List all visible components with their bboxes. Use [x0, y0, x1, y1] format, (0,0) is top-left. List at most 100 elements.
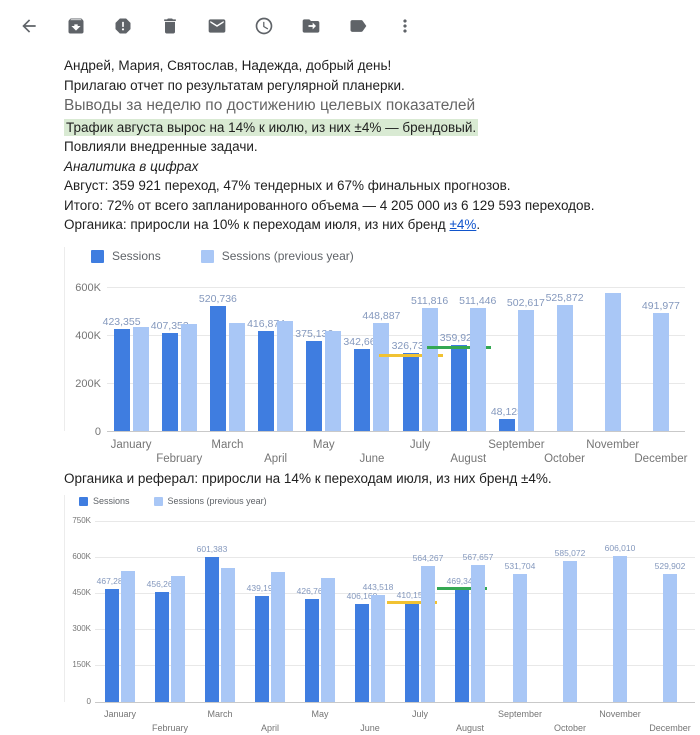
gridline: [107, 382, 685, 384]
bar-label: 456,261: [146, 578, 178, 589]
y-axis-tick: 750K: [72, 516, 91, 526]
bar-february: [155, 591, 169, 702]
move-to-icon: [302, 19, 320, 33]
gridline: [95, 521, 695, 523]
organic-referral-chart: Sessions Sessions (previous year) 750K 600…: [64, 494, 695, 733]
chart-legend: Sessions Sessions (previous year): [91, 247, 666, 267]
x-axis-label: August: [455, 722, 485, 733]
legend-swatch-icon: [91, 250, 104, 264]
snooze-icon: [255, 17, 273, 35]
bar-april: [258, 330, 275, 431]
legend-swatch-icon: [79, 496, 88, 506]
brand-percent-link[interactable]: ±4%: [449, 217, 477, 233]
bar-label: 567,657: [462, 552, 494, 562]
email-toolbar: [0, 0, 700, 52]
bar-label: 416,874: [247, 317, 286, 330]
x-axis-label: January: [103, 708, 137, 719]
legend-label: Sessions (previous year): [167, 495, 267, 506]
bar-january: [121, 571, 135, 702]
bar-september: [498, 419, 515, 431]
back-button[interactable]: [18, 15, 40, 37]
legend-swatch-icon: [153, 496, 163, 506]
legend-item: Sessions: [91, 248, 161, 265]
archive-button[interactable]: [65, 15, 87, 37]
bar-label: 520,736: [198, 292, 237, 305]
x-axis-label: August: [450, 452, 487, 465]
email-body: Андрей, Мария, Святослав, Надежда, добры…: [0, 52, 700, 733]
x-axis-label: September: [497, 708, 543, 719]
gridline: [107, 430, 685, 432]
bar-label: 342,669: [343, 335, 382, 348]
organic-text: Органика: приросли на 10% к переходам ию…: [64, 217, 450, 233]
bar-december: [663, 574, 677, 702]
report-spam-button[interactable]: [112, 15, 134, 37]
bar-label: 502,617: [506, 297, 545, 310]
mark-unread-icon: [208, 19, 226, 33]
x-axis-label: April: [260, 722, 279, 733]
bar-label: 564,267: [412, 552, 444, 563]
email-section-heading: Выводы за неделю по достижению целевых п…: [64, 97, 476, 115]
bar-may: [325, 330, 342, 431]
bar-label: 606,010: [604, 542, 636, 553]
label-button[interactable]: [347, 15, 369, 37]
legend-label: Sessions: [112, 249, 161, 264]
metric-organic: Органика: приросли на 10% к переходам ию…: [64, 215, 666, 235]
y-axis-tick: 200K: [75, 377, 101, 390]
bar-may: [305, 598, 319, 702]
gridline: [95, 701, 695, 703]
bar-september: [513, 573, 527, 702]
legend-label: Sessions (previous year): [221, 249, 354, 264]
gridline: [95, 629, 695, 631]
bar-june: [371, 594, 385, 702]
bar-label: 48,125: [490, 406, 523, 419]
chart-plot-area: 750K 600K 450K 300K 150K 0 467,285 January 456,2…: [72, 512, 695, 733]
gridline: [95, 593, 695, 595]
bar-june: [354, 348, 371, 431]
bar-april: [271, 571, 285, 702]
x-axis-label: March: [207, 708, 233, 719]
y-axis-tick: 300K: [72, 624, 91, 634]
email-greeting: Андрей, Мария, Святослав, Надежда, добры…: [64, 58, 392, 73]
x-axis-label: November: [586, 438, 640, 451]
bar-label: 529,902: [654, 561, 686, 572]
bar-may: [306, 340, 323, 431]
snooze-button[interactable]: [253, 15, 275, 37]
x-axis-label: October: [553, 722, 586, 733]
bar-label: 406,160: [346, 590, 378, 601]
move-to-button[interactable]: [300, 15, 322, 37]
x-axis-label: February: [151, 722, 188, 733]
highlighted-text: Трафик августа вырос на 14% к июлю, из н…: [64, 118, 479, 136]
organic-text-end: .: [476, 217, 481, 233]
bar-label: 443,518: [362, 581, 394, 592]
bar-label: 511,816: [410, 295, 449, 308]
bar-march: [205, 556, 219, 702]
bar-june: [355, 603, 369, 702]
bar-label: 426,768: [296, 585, 328, 596]
bar-label: 585,072: [554, 547, 586, 558]
x-axis-label: December: [634, 452, 688, 465]
tasks-line: Повлияли внедренные задачи.: [64, 139, 258, 155]
delete-button[interactable]: [159, 15, 181, 37]
gridline: [107, 286, 685, 288]
delete-icon: [164, 18, 176, 34]
bar-label: 375,136: [295, 327, 334, 340]
gridline: [95, 557, 695, 559]
x-axis-label: July: [411, 708, 428, 719]
mark-unread-button[interactable]: [206, 15, 228, 37]
legend-item: Sessions (previous year): [153, 495, 267, 508]
bar-march: [228, 322, 245, 431]
x-axis-label: November: [599, 708, 641, 719]
x-axis-label: March: [211, 438, 244, 451]
bar-label: 467,285: [96, 576, 128, 587]
bar-april: [277, 321, 294, 431]
analytics-title: Аналитика в цифрах: [64, 158, 199, 174]
bar-july: [402, 352, 419, 431]
more-options-button[interactable]: [394, 15, 416, 37]
metric-total: Итого: 72% от всего запланированного объ…: [64, 197, 595, 213]
bar-february: [171, 576, 185, 702]
sessions-chart: Sessions Sessions (previous year) 600K 400…: [64, 246, 687, 465]
bar-label: 410,150: [387, 589, 437, 605]
y-axis-tick: 600K: [75, 281, 101, 294]
bar-july: [421, 565, 435, 702]
y-axis-tick: 0: [86, 696, 91, 706]
